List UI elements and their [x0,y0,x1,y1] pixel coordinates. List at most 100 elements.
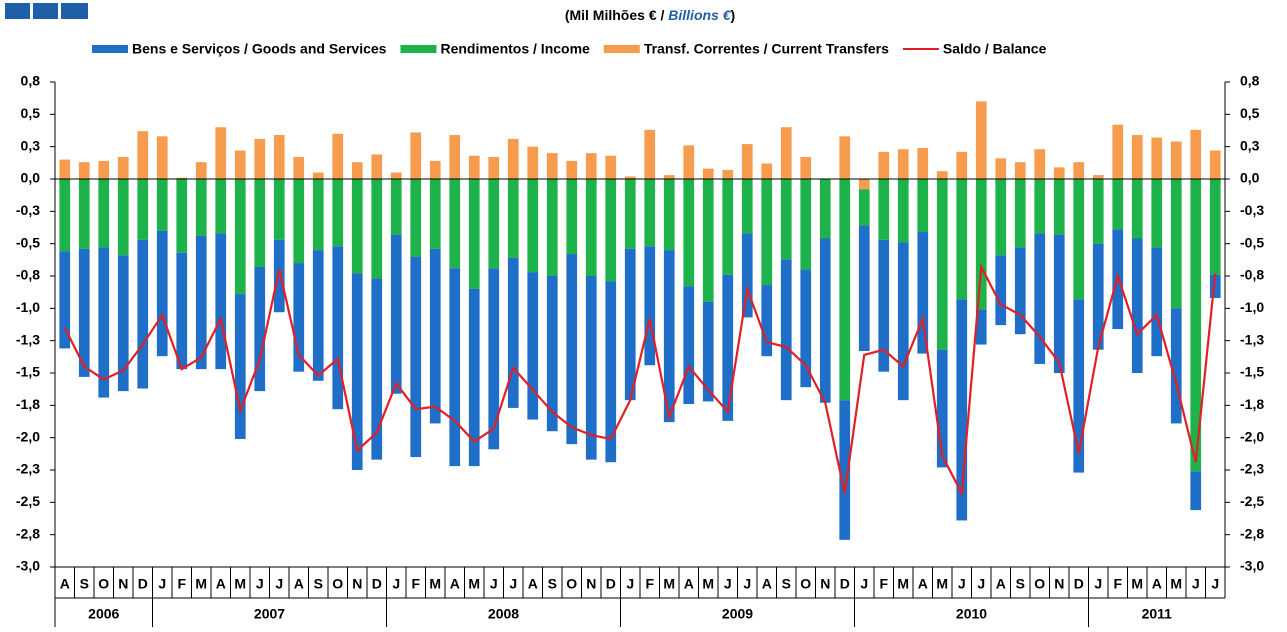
bar [780,259,792,401]
y-tick-label: 0,0 [21,170,41,186]
bar [176,179,188,253]
bar [156,136,168,179]
x-tick-label: D [606,576,616,592]
bar [312,172,324,179]
y2-tick-label: -1,5 [1240,364,1264,380]
logo-block [5,3,30,19]
bar [215,233,227,370]
bar [995,255,1007,326]
x-tick-label: M [663,576,675,592]
bar [800,157,812,179]
year-label: 2009 [722,606,753,622]
x-tick-label: J [509,576,517,592]
y-tick-label: -1,8 [16,396,40,412]
x-tick-label: F [411,576,420,592]
bar [1131,179,1143,239]
bar [1170,308,1182,424]
bar [254,179,266,267]
bar [858,225,870,352]
bar [371,278,383,460]
bar [78,162,90,179]
y2-tick-label: -1,3 [1240,331,1264,347]
bar [878,151,890,179]
bar [1112,124,1124,179]
bar [741,233,753,318]
bar [234,150,246,179]
y2-tick-label: -1,0 [1240,299,1264,315]
y-tick-label: -2,8 [16,525,40,541]
bar [761,163,773,179]
bar [234,294,246,439]
bar [956,151,968,179]
bar [468,288,480,467]
bar [293,179,305,264]
y2-tick-label: -0,8 [1240,267,1264,283]
bar [683,179,695,287]
x-tick-label: A [528,576,538,592]
y2-tick-label: -2,0 [1240,428,1264,444]
bar [936,171,948,179]
bar [293,157,305,179]
bar [468,179,480,289]
bar [117,179,129,256]
bar [624,248,636,401]
x-tick-label: J [977,576,985,592]
bar [449,268,461,467]
y-tick-label: -0,5 [16,234,40,250]
bar [975,179,987,310]
bar [1073,179,1085,300]
bar [1053,234,1065,373]
x-tick-label: M [897,576,909,592]
bar [644,129,656,179]
bar [566,254,578,445]
x-tick-label: A [996,576,1006,592]
bar [917,232,929,354]
bar [1092,179,1104,244]
bar [449,179,461,269]
bar [507,179,519,258]
year-label: 2011 [1142,606,1173,622]
bar [332,133,344,179]
bar [234,179,246,295]
bar [663,175,675,179]
bar [137,179,149,240]
bar [780,127,792,179]
x-tick-label: A [762,576,772,592]
bar [936,349,948,468]
x-tick-label: N [586,576,596,592]
x-tick-label: J [860,576,868,592]
y2-tick-label: -2,5 [1240,493,1264,509]
x-tick-label: D [1074,576,1084,592]
bar [1092,175,1104,179]
bar [449,135,461,179]
bar [137,239,149,389]
bar [995,158,1007,179]
x-tick-label: J [958,576,966,592]
bar [390,234,402,394]
bar [527,272,539,420]
bar [1034,149,1046,179]
bar [644,246,656,366]
bar [429,160,441,179]
y-tick-label: 0,8 [21,73,41,89]
x-tick-label: A [450,576,460,592]
x-tick-label: J [158,576,166,592]
y-tick-label: 0,3 [21,137,41,153]
bar [273,135,285,179]
legend-label: Rendimentos / Income [440,41,590,57]
bar [1034,233,1046,364]
bar [293,263,305,372]
x-tick-label: D [372,576,382,592]
bar [1053,179,1065,235]
bar [371,179,383,279]
bar [761,285,773,357]
chart-title: (Mil Milhões € / Billions €) [565,7,735,23]
bar [780,179,792,260]
bar [156,179,168,231]
bar [332,179,344,247]
bar [98,160,110,179]
x-tick-label: O [566,576,577,592]
bar [1014,162,1026,179]
legend-label: Saldo / Balance [943,41,1047,57]
